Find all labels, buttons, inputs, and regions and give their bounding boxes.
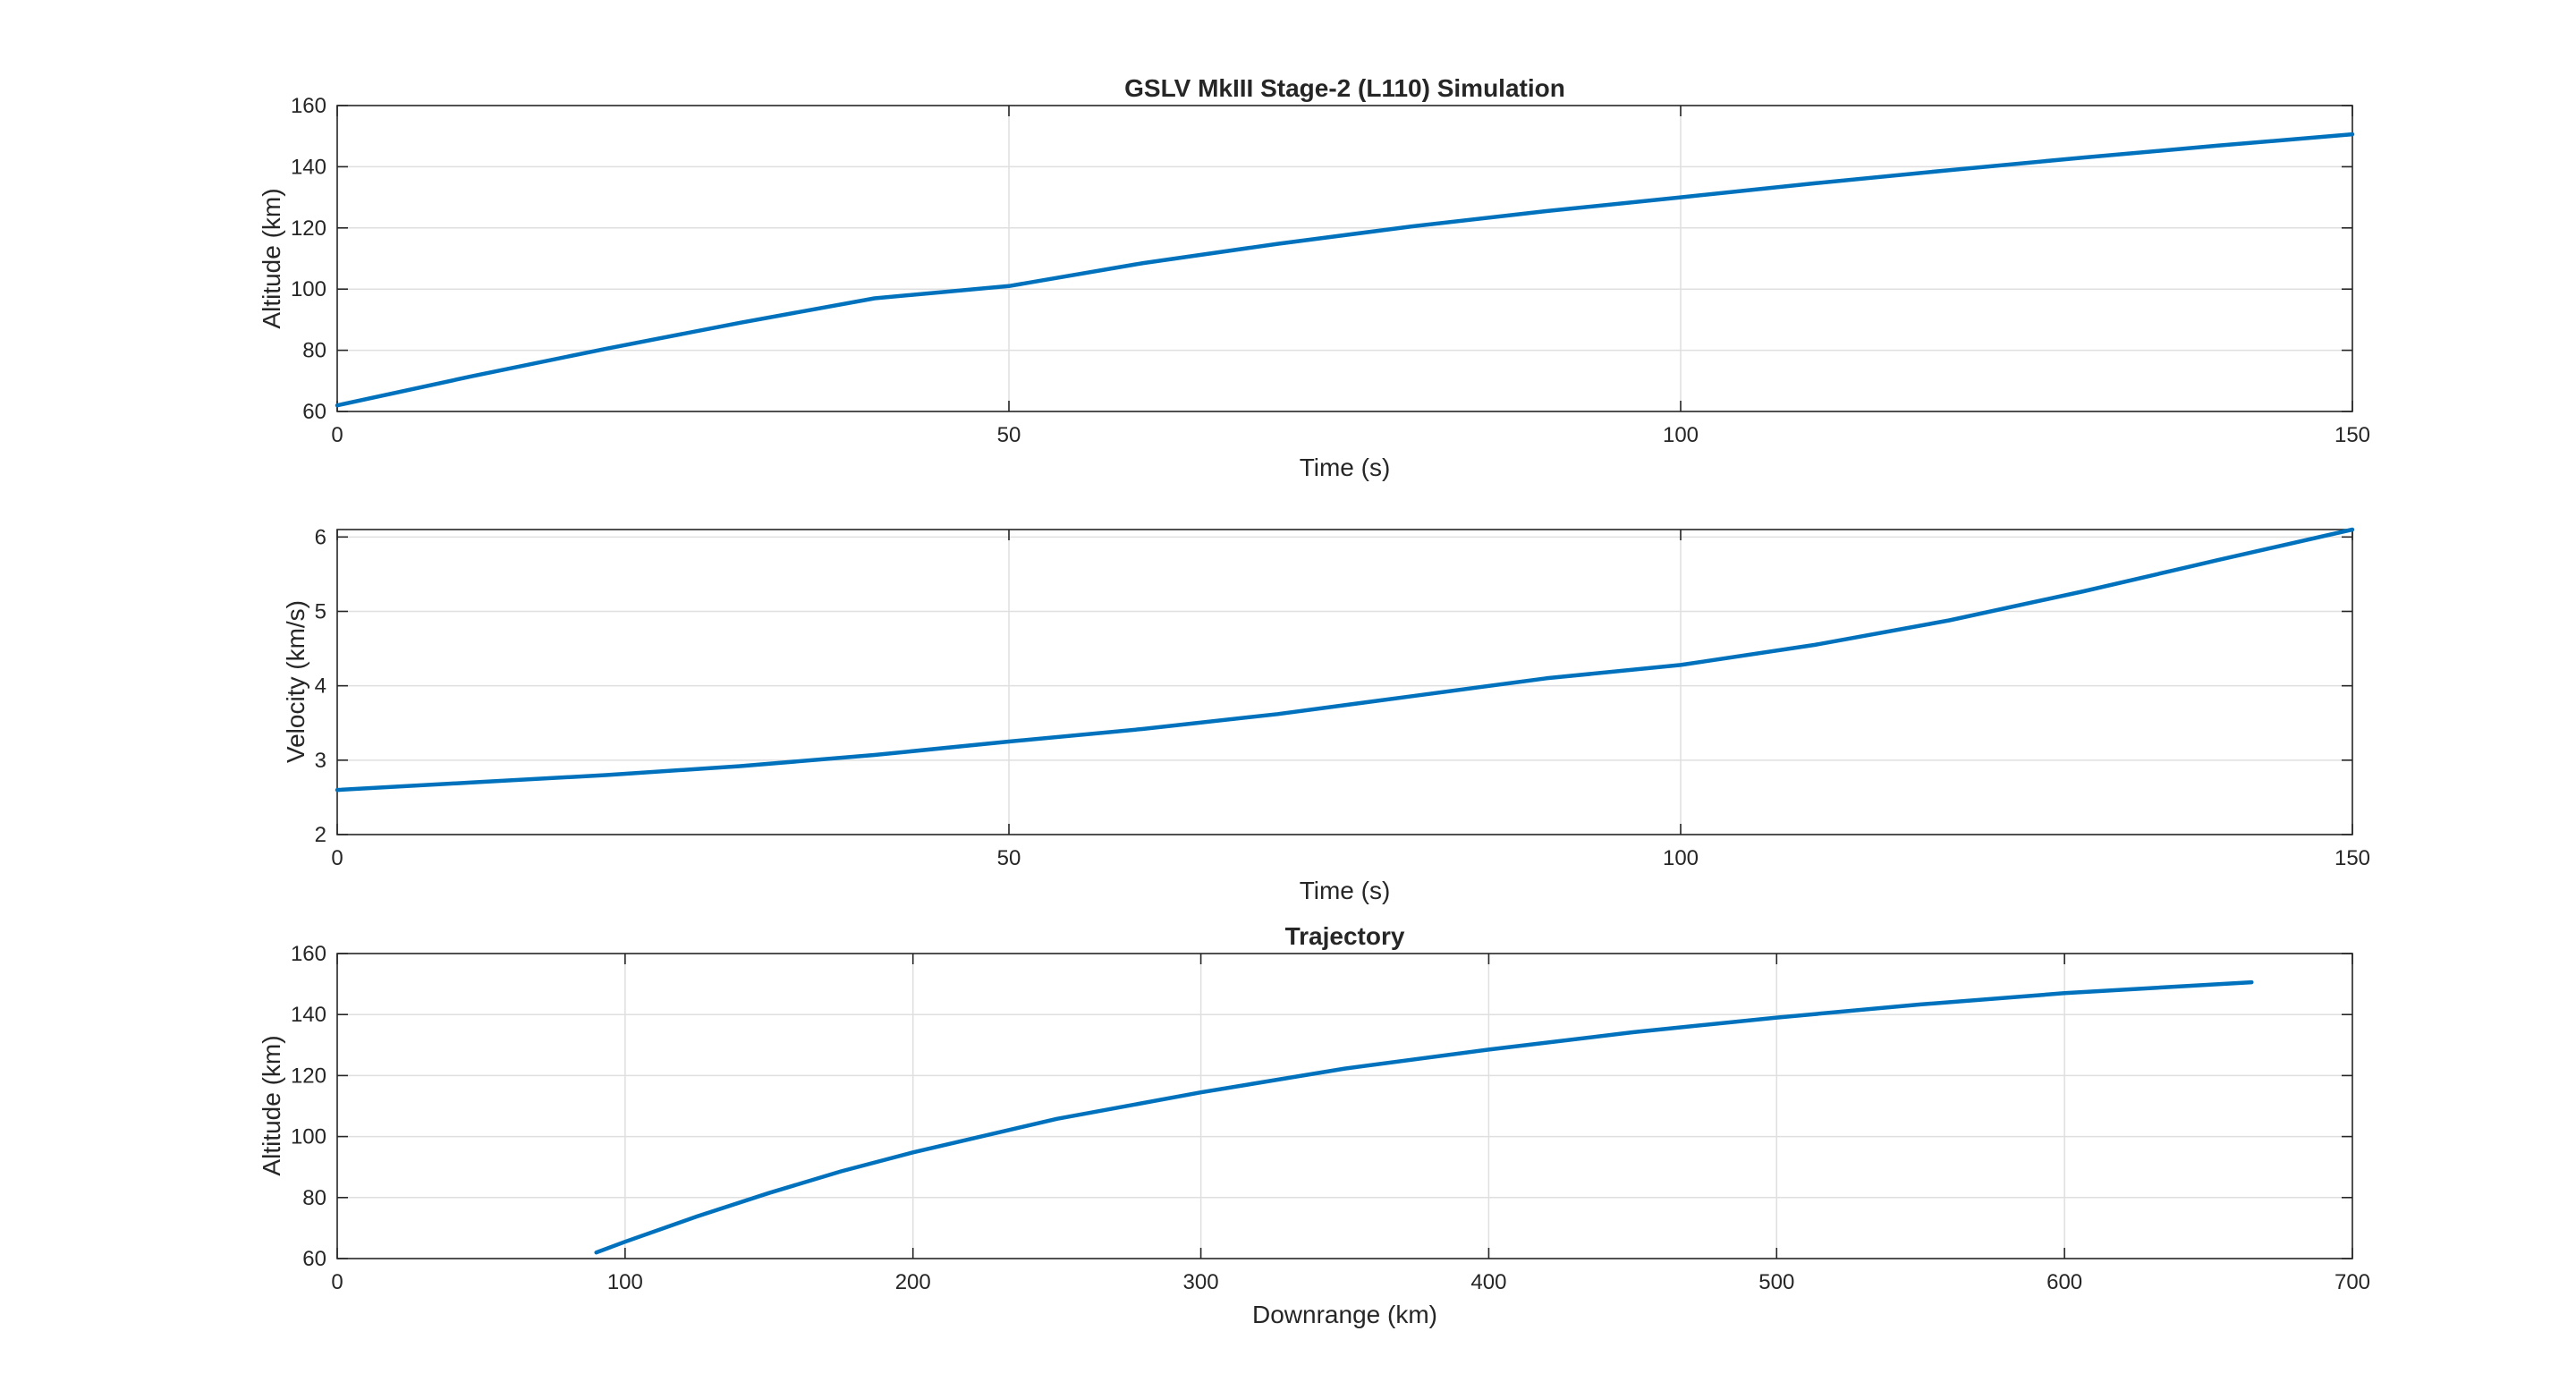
x-tick-label: 100 bbox=[1663, 846, 1699, 870]
y-tick-label: 140 bbox=[291, 155, 326, 179]
grid-lines bbox=[337, 530, 2352, 835]
series-line bbox=[335, 527, 2355, 793]
grid-lines bbox=[337, 954, 2352, 1259]
x-tick-label: 100 bbox=[607, 1270, 643, 1294]
x-tick-label: 50 bbox=[997, 846, 1021, 870]
axes-frame bbox=[336, 105, 2353, 412]
tick-marks bbox=[336, 530, 2353, 835]
x-tick-label: 0 bbox=[331, 423, 343, 447]
y-tick-label: 3 bbox=[315, 749, 326, 773]
chart-title: Trajectory bbox=[1285, 922, 1405, 950]
series-line bbox=[335, 131, 2355, 408]
y-tick-label: 160 bbox=[291, 94, 326, 118]
y-tick-label: 4 bbox=[315, 674, 326, 699]
x-tick-label: 150 bbox=[2334, 846, 2370, 870]
y-axis-label: Velocity (km/s) bbox=[282, 600, 309, 763]
x-axis-label: Time (s) bbox=[1300, 454, 1391, 481]
x-tick-label: 50 bbox=[997, 423, 1021, 447]
x-axis-label: Downrange (km) bbox=[1252, 1301, 1437, 1328]
x-tick-label: 300 bbox=[1183, 1270, 1219, 1294]
x-tick-label: 400 bbox=[1470, 1270, 1506, 1294]
series-layer bbox=[335, 131, 2355, 408]
x-tick-label: 500 bbox=[1758, 1270, 1794, 1294]
x-tick-label: 0 bbox=[331, 1270, 343, 1294]
tick-marks bbox=[336, 105, 2353, 412]
series-layer bbox=[594, 979, 2254, 1255]
axes-frame bbox=[336, 529, 2353, 835]
x-tick-label: 100 bbox=[1663, 423, 1699, 447]
series-line bbox=[594, 979, 2254, 1255]
y-tick-label: 120 bbox=[291, 216, 326, 241]
x-tick-label: 150 bbox=[2334, 423, 2370, 447]
y-tick-label: 80 bbox=[302, 339, 326, 363]
axes-frame bbox=[336, 953, 2353, 1259]
y-tick-label: 6 bbox=[315, 525, 326, 549]
x-tick-label: 0 bbox=[331, 846, 343, 870]
y-tick-label: 100 bbox=[291, 277, 326, 301]
y-axis-label: Altitude (km) bbox=[258, 1035, 285, 1175]
y-tick-label: 80 bbox=[302, 1186, 326, 1210]
tick-labels: 0 50 100 150 2 3 4 5 6 bbox=[315, 525, 2370, 870]
series-layer bbox=[335, 527, 2355, 793]
x-tick-label: 600 bbox=[2046, 1270, 2082, 1294]
subplot-velocity-vs-time: 0 50 100 150 2 3 4 5 6 Time (s) Velocity (km/s) bbox=[282, 525, 2370, 904]
tick-labels: 0 50 100 150 60 80 100 120 140 160 bbox=[291, 94, 2370, 447]
y-tick-label: 160 bbox=[291, 942, 326, 966]
tick-labels: 0 100 200 300 400 500 600 700 60 80 100 120 140 160 bbox=[291, 942, 2370, 1294]
y-axis-label: Altitude (km) bbox=[258, 188, 285, 328]
x-axis-label: Time (s) bbox=[1300, 877, 1391, 904]
tick-marks bbox=[336, 953, 2353, 1259]
subplot-trajectory: 0 100 200 300 400 500 600 700 60 80 100 120 140 160 T… bbox=[258, 922, 2370, 1328]
chart-title: GSLV MkIII Stage-2 (L110) Simulation bbox=[1124, 74, 1565, 102]
y-tick-label: 120 bbox=[291, 1064, 326, 1088]
subplot-altitude-vs-time: 0 50 100 150 60 80 100 120 140 160 GSLV MkIII Sta… bbox=[258, 74, 2370, 481]
y-tick-label: 60 bbox=[302, 400, 326, 424]
grid-lines bbox=[337, 106, 2352, 411]
x-tick-label: 700 bbox=[2334, 1270, 2370, 1294]
y-tick-label: 60 bbox=[302, 1247, 326, 1271]
y-tick-label: 140 bbox=[291, 1003, 326, 1027]
y-tick-label: 5 bbox=[315, 599, 326, 623]
y-tick-label: 2 bbox=[315, 823, 326, 847]
x-tick-label: 200 bbox=[895, 1270, 931, 1294]
y-tick-label: 100 bbox=[291, 1125, 326, 1149]
